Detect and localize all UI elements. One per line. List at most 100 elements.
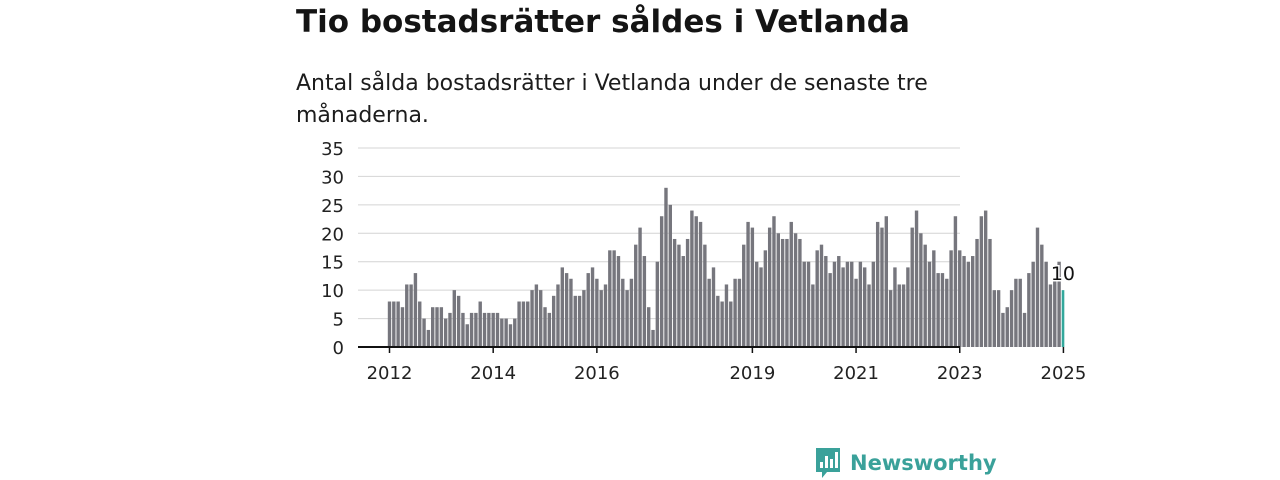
bar — [642, 256, 647, 347]
x-axis-ticks: 2012 2014 2016 2019 2021 2023 2025 — [367, 347, 1086, 384]
bar — [543, 307, 547, 347]
bar — [396, 301, 400, 347]
bar — [867, 284, 871, 347]
bar — [392, 301, 396, 347]
annotations: 10 — [1049, 262, 1076, 287]
bar — [638, 227, 642, 347]
bar — [927, 261, 932, 347]
bar — [703, 244, 707, 347]
bar — [698, 221, 703, 347]
bar — [854, 278, 858, 347]
bar — [880, 227, 884, 347]
bar — [966, 261, 971, 347]
bar — [1027, 273, 1031, 347]
bar — [539, 290, 543, 347]
bar — [837, 256, 841, 347]
bar — [772, 216, 776, 347]
bar — [737, 278, 742, 347]
bar — [971, 256, 975, 347]
bar — [763, 250, 768, 347]
bar — [495, 312, 500, 347]
bar — [750, 227, 755, 347]
bar — [711, 267, 716, 347]
bars — [387, 187, 1065, 347]
bar — [599, 290, 603, 347]
bar — [802, 261, 806, 347]
bar — [875, 221, 880, 347]
bar — [858, 261, 863, 347]
bar — [897, 284, 901, 347]
bar — [945, 278, 949, 347]
bar — [608, 250, 612, 347]
bar — [910, 227, 914, 347]
bar — [573, 295, 577, 347]
bar — [755, 261, 759, 347]
bar — [647, 307, 651, 347]
bar — [845, 261, 850, 347]
bar — [815, 250, 819, 347]
bar — [776, 233, 780, 347]
bar — [988, 238, 992, 347]
bar — [668, 204, 672, 347]
bar — [612, 250, 616, 347]
bar — [513, 318, 517, 347]
bar — [811, 284, 815, 347]
bar — [1005, 307, 1009, 347]
bar — [534, 284, 539, 347]
bar — [1061, 290, 1065, 347]
bar — [1053, 278, 1057, 347]
bar — [677, 244, 681, 347]
bar — [672, 238, 677, 347]
bar — [975, 238, 979, 347]
bar — [625, 290, 629, 347]
bar — [443, 318, 448, 347]
bar — [521, 301, 526, 347]
bar — [720, 301, 724, 347]
bar — [629, 278, 634, 347]
bar — [582, 290, 586, 347]
bar — [500, 318, 504, 347]
bar — [603, 284, 608, 347]
bar — [936, 273, 940, 347]
bar — [884, 216, 888, 347]
bar — [850, 261, 854, 347]
bar — [651, 329, 655, 347]
bar — [551, 295, 556, 347]
bar — [759, 267, 763, 347]
bar — [798, 238, 802, 347]
bar — [694, 216, 698, 347]
bar — [621, 278, 625, 347]
brand-name: Newsworthy — [850, 451, 997, 475]
bar — [1035, 227, 1040, 347]
bar — [422, 318, 426, 347]
bar — [690, 210, 694, 347]
bar — [564, 273, 569, 347]
bar — [724, 284, 729, 347]
newsworthy-logo-icon — [816, 448, 840, 478]
bar — [1009, 290, 1014, 347]
bar — [1031, 261, 1035, 347]
bar — [1001, 312, 1005, 347]
bar — [828, 273, 832, 347]
bar — [478, 301, 482, 347]
bar — [992, 290, 996, 347]
bar — [547, 312, 552, 347]
bar — [819, 244, 824, 347]
bar — [901, 284, 906, 347]
x-tick-label: 2012 — [367, 363, 413, 384]
bar — [491, 312, 495, 347]
bar — [983, 210, 988, 347]
x-tick-label: 2023 — [937, 363, 983, 384]
x-tick-label: 2014 — [470, 363, 516, 384]
bar — [418, 301, 422, 347]
bar — [595, 278, 599, 347]
bar — [707, 278, 711, 347]
bar — [793, 233, 798, 347]
bar — [1022, 312, 1027, 347]
bar — [1040, 244, 1044, 347]
bar — [962, 256, 966, 347]
bar — [556, 284, 560, 347]
y-axis-ticks: 0 5 10 15 20 25 30 35 — [321, 139, 344, 359]
y-tick-label: 30 — [321, 167, 344, 188]
